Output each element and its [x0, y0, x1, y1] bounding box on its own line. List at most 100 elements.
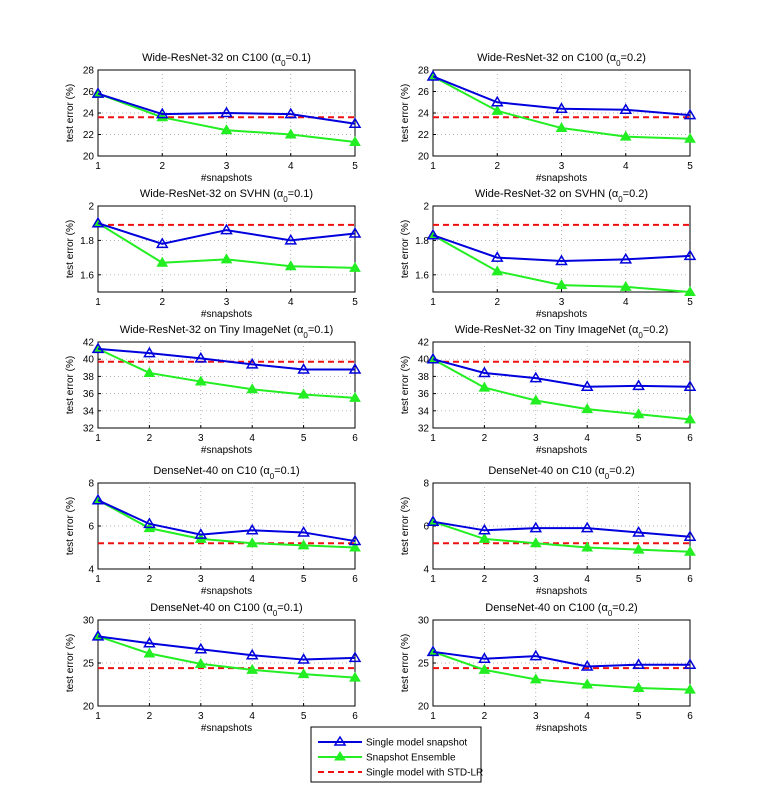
x-tick-label: 6	[687, 574, 693, 585]
data-point-green	[246, 383, 259, 394]
legend: Single model snapshot Snapshot Ensemble …	[310, 726, 483, 783]
data-point-blue	[155, 107, 169, 119]
series-line-blue	[97, 92, 356, 125]
y-axis-label: test error (%)	[400, 84, 411, 142]
data-point-green	[156, 256, 169, 267]
data-point-green	[246, 537, 259, 548]
x-tick-label: 6	[352, 711, 358, 722]
series-line-blue	[97, 635, 356, 661]
x-tick-label: 1	[95, 433, 101, 444]
y-tick-label: 30	[418, 616, 430, 627]
data-point-blue	[478, 523, 491, 535]
series-line-blue	[432, 520, 691, 538]
x-tick-label: 3	[198, 574, 204, 585]
legend-marker-blue	[333, 735, 347, 746]
data-point-blue	[529, 649, 543, 661]
x-tick-label: 2	[494, 297, 500, 308]
data-point-blue	[348, 227, 362, 238]
y-tick-label: 8	[88, 479, 94, 490]
series-line-green	[432, 520, 691, 553]
x-tick-label: 5	[687, 161, 693, 172]
plot-frame	[97, 341, 356, 429]
x-tick-label: 4	[623, 161, 629, 172]
data-point-blue	[426, 515, 440, 526]
y-tick-label: 36	[83, 389, 95, 400]
data-point-blue	[297, 363, 310, 374]
y-tick-label: 30	[83, 616, 95, 627]
data-point-blue	[284, 107, 298, 119]
x-tick-label: 2	[494, 161, 500, 172]
y-tick-label: 42	[418, 338, 430, 349]
y-axis-label: test error (%)	[400, 497, 411, 555]
legend-label-blue: Single model snapshot	[366, 738, 467, 749]
data-point-blue	[683, 380, 697, 391]
y-tick-label: 32	[83, 424, 95, 435]
data-point-blue	[143, 636, 156, 648]
x-tick-label: 3	[224, 297, 230, 308]
y-tick-label: 20	[418, 152, 430, 163]
y-tick-label: 6	[423, 522, 429, 533]
chart-title: DenseNet-40 on C10 (α0=0.1)	[153, 465, 299, 481]
x-tick-label: 1	[430, 433, 436, 444]
x-tick-label: 5	[636, 574, 642, 585]
y-tick-label: 2	[88, 202, 94, 213]
chart-title: DenseNet-40 on C100 (α0=0.1)	[150, 602, 302, 618]
y-tick-label: 4	[423, 565, 429, 576]
data-point-blue	[194, 642, 208, 654]
y-tick-label: 1.8	[80, 236, 94, 247]
data-point-blue	[91, 342, 105, 354]
chart-panel-4: 1 2 3 4 5 1.6 1.8 2 #snapshots test error (%) Wide…	[400, 188, 697, 320]
data-point-green	[478, 663, 491, 674]
x-axis-label: #snapshots	[201, 586, 252, 597]
chart-panel-8: 1 2 3 4 5 6 4 6 8 #snapshots test error (%) DenseNe…	[400, 465, 697, 597]
data-point-blue	[632, 525, 645, 537]
data-point-green	[349, 671, 361, 682]
chart-panel-2: 1 2 3 4 5 20 22 24 26 28 #snapshots test error (%) W…	[400, 52, 697, 184]
data-point-blue	[194, 351, 208, 363]
x-tick-label: 6	[352, 574, 358, 585]
x-tick-label: 2	[482, 433, 488, 444]
x-tick-label: 5	[301, 574, 307, 585]
series-line-blue	[97, 222, 356, 245]
y-tick-label: 32	[418, 424, 430, 435]
y-tick-label: 26	[418, 87, 430, 98]
data-point-blue	[683, 530, 697, 541]
data-point-green	[246, 663, 259, 674]
data-point-green	[349, 136, 361, 147]
data-point-blue	[143, 346, 156, 358]
data-point-blue	[490, 251, 504, 262]
data-point-blue	[284, 233, 298, 245]
legend-label-red: Single model with STD-LR	[366, 768, 483, 779]
data-point-blue	[478, 652, 491, 663]
y-tick-label: 26	[83, 87, 95, 98]
data-point-blue	[245, 357, 259, 369]
chart-title: Wide-ResNet-32 on Tiny ImageNet (α0=0.2)	[455, 324, 669, 340]
x-tick-label: 1	[95, 297, 101, 308]
data-point-blue	[348, 117, 362, 128]
series-line-blue	[432, 234, 691, 263]
data-point-green	[143, 366, 156, 377]
y-tick-label: 25	[83, 659, 95, 670]
x-tick-label: 2	[482, 711, 488, 722]
chart-title: Wide-ResNet-32 on C100 (α0=0.1)	[142, 52, 311, 68]
y-tick-label: 4	[88, 565, 94, 576]
y-tick-label: 6	[88, 522, 94, 533]
x-tick-label: 4	[249, 433, 255, 444]
data-point-green	[349, 541, 361, 552]
x-axis-label: #snapshots	[201, 309, 252, 320]
y-tick-label: 28	[83, 66, 95, 77]
data-point-blue	[683, 108, 697, 120]
data-point-blue	[143, 517, 156, 529]
x-tick-label: 1	[430, 161, 436, 172]
x-tick-label: 1	[95, 161, 101, 172]
series-line-green	[97, 499, 356, 549]
data-point-blue	[490, 95, 504, 107]
chart-panel-3: 1 2 3 4 5 1.6 1.8 2 #snapshots test error (%) Wide…	[65, 188, 362, 320]
data-point-green	[297, 539, 310, 550]
data-point-green	[581, 541, 594, 552]
data-point-blue	[245, 648, 259, 660]
data-point-green	[632, 681, 645, 692]
series-line-green	[97, 635, 356, 679]
data-point-green	[491, 265, 504, 276]
